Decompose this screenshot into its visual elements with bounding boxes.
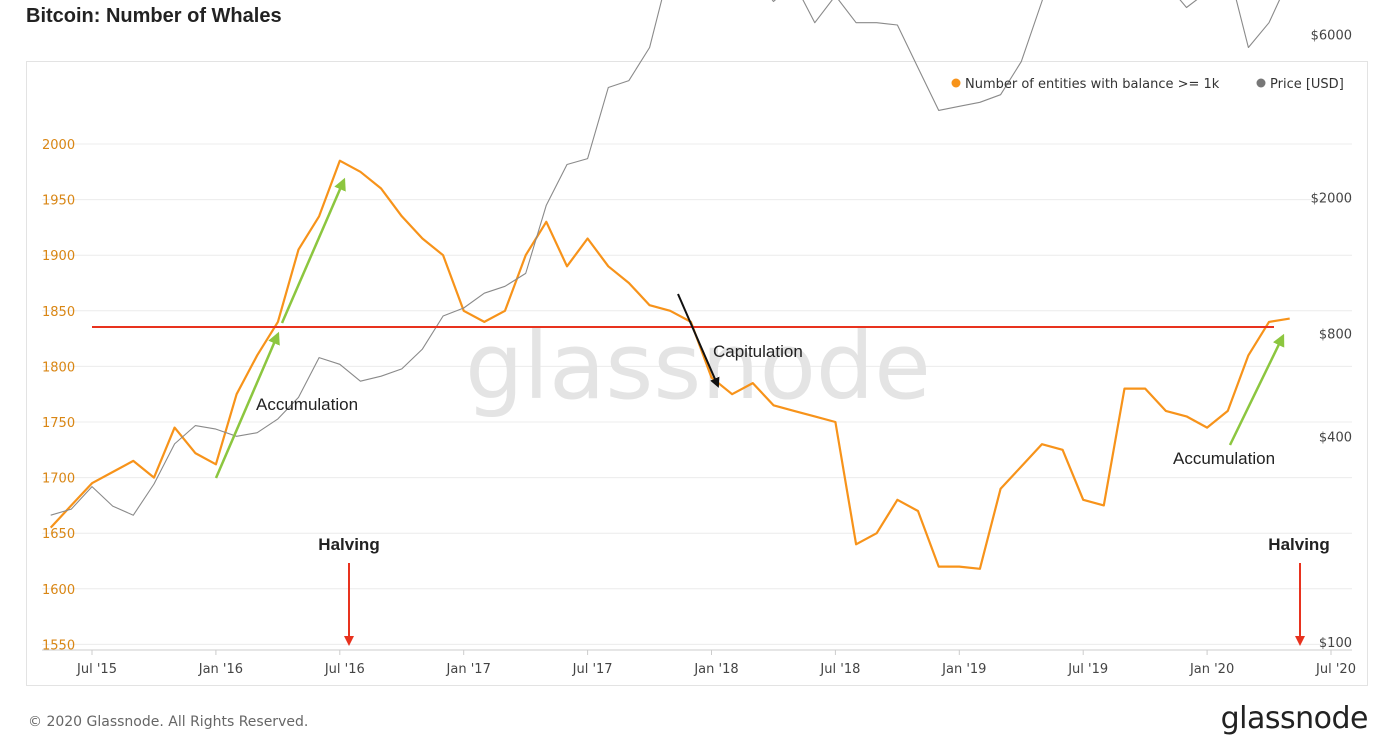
capitulation-arrow [677,293,720,388]
accumulation-arrow-2 [280,177,346,324]
x-tick-label: Jan '20 [1189,662,1234,677]
axis-layer: 1550 1600 1650 1700 1750 1800 1850 1900 1950 2000… [42,29,1356,677]
price-series-line [50,0,1281,516]
y-left-tick-label: 1650 [42,527,75,542]
y-left-tick-label: 1950 [42,194,75,209]
legend: Number of entities with balance >= 1k Pri… [951,77,1344,92]
x-tick-label: Jan '17 [446,662,491,677]
chart-frame [26,61,1368,686]
y-left-tick-label: 2000 [42,138,75,153]
halving-label-2: Halving [1268,535,1329,554]
legend-label-whales: Number of entities with balance >= 1k [965,77,1220,92]
x-tick-label: Jan '16 [198,662,243,677]
x-tick-label: Jan '18 [693,662,738,677]
y-right-tick-label: $400 [1319,430,1352,445]
y-left-tick-label: 1600 [42,583,75,598]
y-right-tick-label: $6000 [1311,29,1352,44]
x-tick-label: Jul '18 [819,662,860,677]
watermark: glassnode [465,313,931,420]
halving-label-1: Halving [318,535,379,554]
legend-marker-whales [951,78,961,88]
x-tick-label: Jul '17 [572,662,613,677]
x-tick-label: Jul '15 [76,662,117,677]
x-tick-label: Jan '19 [941,662,986,677]
legend-label-price: Price [USD] [1270,77,1344,92]
x-tick-label: Jul '19 [1067,662,1108,677]
accumulation-arrow-1 [214,331,280,479]
x-tick-label: Jul '16 [324,662,365,677]
copyright-text: © 2020 Glassnode. All Rights Reserved. [28,714,309,730]
capitulation-label: Capitulation [713,342,803,361]
y-left-tick-label: 1900 [42,249,75,264]
y-left-tick-label: 1700 [42,472,75,487]
page-title: Bitcoin: Number of Whales [26,5,282,27]
y-right-tick-label: $800 [1319,328,1352,343]
y-left-tick-label: 1850 [42,305,75,320]
grid-layer [42,143,1352,645]
brand-logo: glassnode [1220,701,1369,736]
y-left-tick-label: 1800 [42,360,75,375]
x-tick-label: Jul '20 [1315,662,1356,677]
accumulation-label-2: Accumulation [1173,449,1275,468]
accumulation-label-1: Accumulation [256,395,358,414]
y-right-tick-label: $2000 [1311,192,1352,207]
y-left-tick-label: 1550 [42,638,75,653]
y-right-tick-label: $100 [1319,636,1352,651]
accumulation-arrow-3 [1228,333,1285,446]
legend-marker-price [1256,78,1266,88]
y-left-tick-label: 1750 [42,416,75,431]
annotation-layer: Accumulation Capitulation Accumulation H… [92,177,1330,646]
